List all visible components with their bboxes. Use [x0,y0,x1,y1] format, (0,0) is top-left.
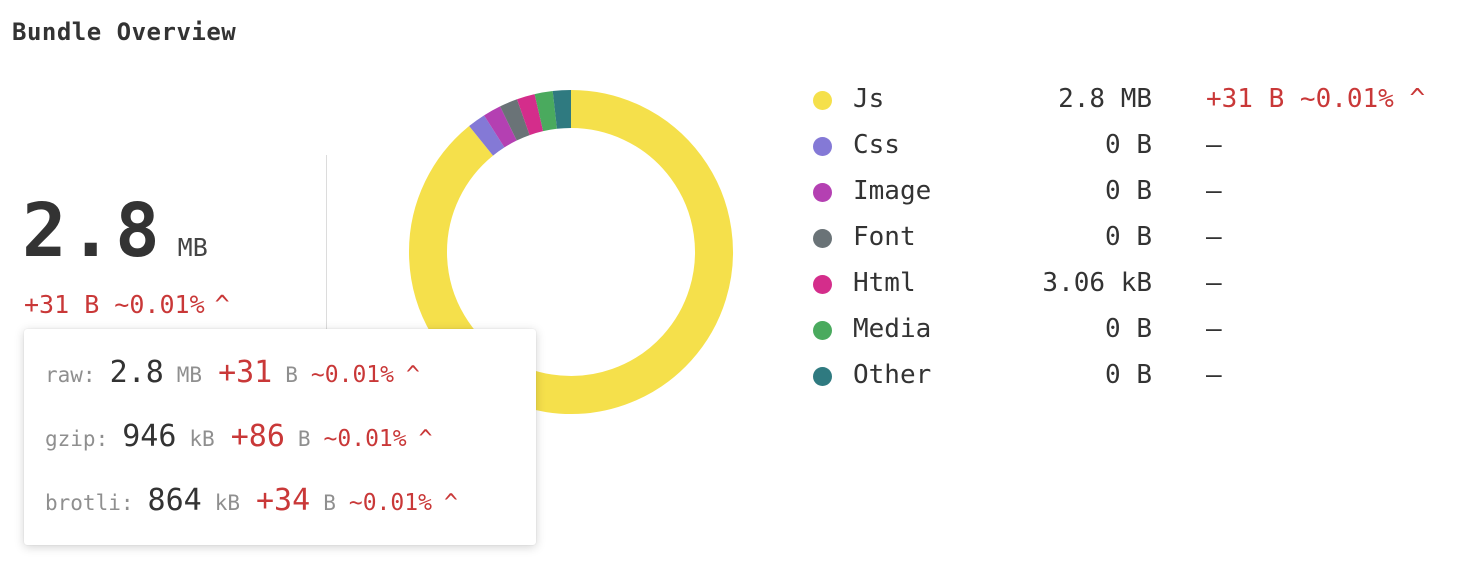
legend-name: Css [853,130,900,160]
legend-name: Image [853,176,932,206]
legend-name: Html [853,268,916,298]
tooltip-row-gzip: gzip: 946 kB +86 B ~0.01% ^ [45,419,433,454]
donut-slice-other[interactable] [552,90,572,129]
legend-swatch-js [813,91,832,110]
summary-divider [326,155,327,335]
raw-unit: MB [176,363,203,387]
legend-row-image[interactable]: Image 0 B – [0,174,1470,220]
donut-slice-font[interactable] [500,99,530,141]
increase-caret-icon: ^ [443,490,458,516]
donut-slice-image[interactable] [484,106,517,148]
increase-caret-icon: ^ [406,362,420,388]
legend-swatch-font [813,229,832,248]
legend-swatch-image [813,183,832,202]
legend-delta: – [1206,360,1222,390]
legend-size: 0 B [1105,360,1152,390]
donut-slice-html[interactable] [516,94,544,136]
total-size-value: 2.8 [22,188,162,274]
gzip-delta-unit: B [297,427,311,451]
brotli-delta-percent: ~0.01% [348,490,432,516]
donut-slice-media[interactable] [534,91,558,132]
legend-delta: – [1206,130,1222,160]
total-delta-text: +31 B ~0.01% [24,290,205,319]
donut-slice-css[interactable] [469,115,505,156]
gzip-delta-percent: ~0.01% [323,426,407,452]
legend-size: 0 B [1105,314,1152,344]
gzip-delta: +86 [230,419,285,454]
page-title: Bundle Overview [12,18,237,46]
legend-size: 3.06 kB [1042,268,1152,298]
legend-delta: – [1206,222,1222,252]
legend-swatch-other [813,367,832,386]
tooltip-row-brotli: brotli: 864 kB +34 B ~0.01% ^ [45,483,458,518]
legend-row-media[interactable]: Media 0 B – [0,312,1470,358]
legend-swatch-css [813,137,832,156]
brotli-unit: kB [214,491,240,515]
brotli-value: 864 [147,483,202,518]
gzip-label: gzip: [45,427,109,451]
legend-name: Other [853,360,932,390]
increase-caret-icon: ^ [418,426,433,452]
legend-swatch-html [813,275,832,294]
legend-name: Js [853,84,885,114]
raw-value: 2.8 [109,355,164,390]
legend-delta: – [1206,314,1222,344]
legend-delta: – [1206,176,1222,206]
legend-row-js[interactable]: Js 2.8 MB +31 B ~0.01% ^ [0,82,1470,128]
brotli-delta: +34 [256,483,311,518]
legend-row-html[interactable]: Html 3.06 kB – [0,266,1470,312]
increase-caret-icon: ^ [214,290,230,319]
legend-swatch-media [813,321,832,340]
size-tooltip: raw: 2.8 MB +31 B ~0.01% ^ gzip: 946 kB … [24,329,536,545]
legend-name: Media [853,314,932,344]
raw-delta-percent: ~0.01% [310,362,394,388]
legend-row-css[interactable]: Css 0 B – [0,128,1470,174]
donut-slice-js[interactable] [409,90,733,414]
legend-row-font[interactable]: Font 0 B – [0,220,1470,266]
total-size[interactable]: 2.8 MB [22,188,208,274]
legend-size: 0 B [1105,222,1152,252]
legend-size: 2.8 MB [1058,84,1152,114]
total-size-unit: MB [177,233,208,262]
legend-size: 0 B [1105,130,1152,160]
brotli-label: brotli: [45,491,134,515]
raw-delta-unit: B [285,363,298,387]
raw-delta: +31 [218,355,273,390]
gzip-value: 946 [122,419,177,454]
gzip-unit: kB [189,427,215,451]
legend-delta: – [1206,268,1222,298]
legend-size: 0 B [1105,176,1152,206]
tooltip-row-raw: raw: 2.8 MB +31 B ~0.01% ^ [45,355,420,390]
total-size-delta: +31 B ~0.01% ^ [24,290,230,319]
legend-delta: +31 B ~0.01% ^ [1206,84,1426,114]
legend-name: Font [853,222,916,252]
brotli-delta-unit: B [323,491,336,515]
raw-label: raw: [45,363,96,387]
legend-row-other[interactable]: Other 0 B – [0,358,1470,404]
